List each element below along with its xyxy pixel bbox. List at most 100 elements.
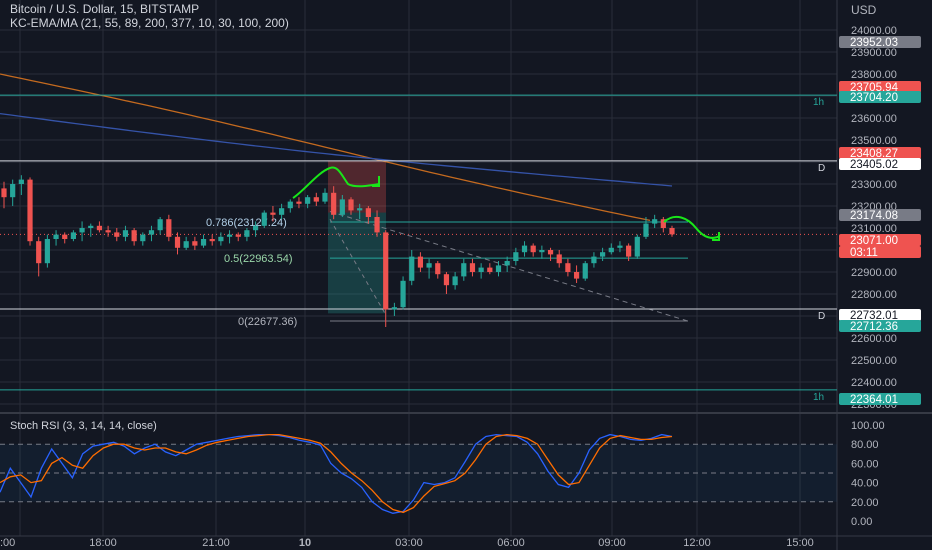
candle-body: [582, 263, 588, 279]
candle-body: [96, 225, 103, 231]
candle-body: [530, 245, 536, 253]
candle-body: [652, 219, 658, 224]
candle-body: [200, 239, 207, 246]
key-level-tag: D: [818, 163, 825, 174]
candle-body: [547, 250, 554, 255]
candle-body: [383, 232, 389, 310]
price-badge-label: 22732.01: [850, 310, 898, 322]
time-axis-tick: 15:00: [786, 537, 814, 549]
time-axis-tick: 21:00: [202, 537, 230, 549]
stoch-d-line: [0, 433, 673, 514]
stoch-scale-tick: 80.00: [851, 439, 879, 451]
price-badge: [839, 234, 921, 246]
price-badge: [839, 147, 921, 159]
candle-body: [131, 230, 137, 242]
candle-body: [296, 201, 302, 204]
price-scale-tick: 23300.00: [851, 179, 897, 191]
candle-body: [140, 234, 146, 242]
candle-body: [70, 232, 77, 239]
price-badge: [839, 320, 921, 332]
fib-level-label: 0.786(23127.24): [206, 217, 287, 229]
price-badge: [839, 91, 921, 103]
candle-body: [443, 274, 450, 286]
price-badge: [839, 209, 921, 221]
candle-body: [279, 208, 285, 215]
candle-body: [643, 223, 649, 237]
candle-body: [79, 228, 85, 233]
candle-body: [114, 232, 120, 237]
price-scale-tick: 22900.00: [851, 267, 897, 279]
time-axis-tick: 03:00: [395, 537, 423, 549]
candle-body: [174, 236, 181, 248]
candle-body: [365, 208, 371, 217]
time-axis-tick: 09:00: [598, 537, 626, 549]
hand-drawn-arrowhead: [372, 176, 380, 187]
candle-body: [183, 241, 189, 248]
stoch-scale-tick: 60.00: [851, 458, 879, 470]
candle-body: [53, 234, 59, 239]
candle-body: [339, 199, 345, 215]
candle-body: [322, 192, 328, 202]
candle-body: [487, 267, 493, 272]
ema-orange-line: [0, 73, 651, 222]
key-level-tag: 1h: [813, 97, 824, 108]
candle-body: [18, 179, 24, 184]
price-badge-label: 23071.00: [850, 235, 898, 247]
price-badge-label: 22364.01: [850, 394, 898, 406]
candle-body: [660, 219, 666, 228]
price-badge-label: 23405.02: [850, 159, 898, 171]
symbol-title[interactable]: Bitcoin / U.S. Dollar, 15, BITSTAMP: [10, 2, 200, 16]
price-scale-tick: 23100.00: [851, 223, 897, 235]
price-badge: [839, 309, 921, 321]
stoch-scale-tick: 20.00: [851, 497, 879, 509]
stoch-scale-tick: 40.00: [851, 478, 879, 490]
candle-body: [1, 188, 7, 198]
fib-level-label: 0(22677.36): [238, 316, 297, 328]
price-scale-tick: 22500.00: [851, 355, 897, 367]
stoch-scale-tick: 100.00: [851, 420, 885, 432]
candle-body: [305, 197, 311, 204]
price-scale-tick: 22600.00: [851, 333, 897, 345]
indicator-legend[interactable]: KC-EMA/MA (21, 55, 89, 200, 377, 10, 30,…: [10, 16, 289, 30]
price-badge-label: 23174.08: [850, 210, 898, 222]
candle-body: [495, 265, 502, 272]
candle-body: [435, 263, 441, 275]
candle-body: [400, 280, 406, 308]
candle-body: [261, 212, 267, 226]
key-level-tag: 1h: [813, 392, 824, 403]
candle-body: [521, 245, 528, 253]
stoch-rsi-legend[interactable]: Stoch RSI (3, 3, 14, 14, close): [10, 420, 157, 432]
candle-body: [226, 234, 233, 237]
price-scale-tick: 23800.00: [851, 69, 897, 81]
candle-body: [10, 184, 16, 198]
candle-body: [617, 245, 623, 248]
candle-body: [426, 263, 432, 268]
candle-body: [669, 228, 675, 235]
candle-body: [244, 230, 250, 237]
candle-body: [374, 217, 380, 233]
time-axis-tick: 12:00: [683, 537, 711, 549]
currency-label: USD: [851, 3, 877, 17]
candle-body: [27, 179, 33, 242]
time-axis-tick: 18:00: [89, 537, 117, 549]
candle-body: [513, 252, 519, 261]
candle-body: [192, 241, 198, 246]
candle-body: [166, 219, 172, 237]
candle-body: [122, 230, 129, 237]
time-axis-tick: 06:00: [497, 537, 525, 549]
hand-drawn-arrowhead: [712, 232, 720, 241]
price-badge: [839, 81, 921, 93]
candle-body: [504, 261, 510, 266]
hand-drawn-arrow: [292, 166, 380, 199]
candle-body: [469, 263, 476, 272]
candle-body: [391, 307, 397, 310]
price-scale-tick: 23900.00: [851, 47, 897, 59]
candle-body: [626, 245, 632, 257]
candle-body: [539, 250, 545, 253]
price-badge-label: 23408.27: [850, 148, 898, 160]
candle-body: [157, 219, 163, 231]
candle-body: [573, 272, 580, 279]
candle-body: [409, 256, 415, 281]
